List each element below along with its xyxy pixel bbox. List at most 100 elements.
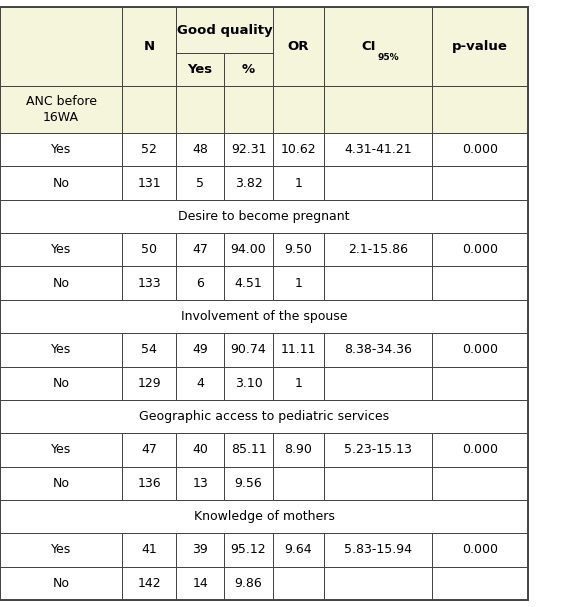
Bar	[324, 166, 432, 200]
Bar	[224, 533, 273, 566]
Bar	[0, 232, 122, 266]
Bar	[122, 133, 176, 166]
Bar	[176, 333, 224, 367]
Text: 1: 1	[294, 377, 302, 390]
Bar	[273, 266, 324, 300]
Bar	[0, 533, 122, 566]
Bar	[324, 266, 432, 300]
Bar	[0, 500, 528, 533]
Bar	[176, 433, 224, 467]
Text: Good quality: Good quality	[177, 24, 272, 36]
Bar	[432, 467, 528, 500]
Text: 6: 6	[197, 277, 204, 290]
Bar	[122, 7, 176, 86]
Bar	[324, 7, 432, 86]
Text: 4.51: 4.51	[235, 277, 262, 290]
Bar	[324, 367, 432, 400]
Bar	[273, 166, 324, 200]
Bar	[0, 467, 122, 500]
Text: 8.38-34.36: 8.38-34.36	[344, 343, 412, 356]
Bar	[273, 86, 324, 133]
Bar	[176, 433, 224, 467]
Bar	[273, 566, 324, 600]
Bar	[324, 333, 432, 367]
Bar	[273, 333, 324, 367]
Bar	[122, 166, 176, 200]
Bar	[0, 433, 122, 467]
Bar	[224, 467, 273, 500]
Text: 1: 1	[294, 177, 302, 190]
Bar	[176, 266, 224, 300]
Text: 9.86: 9.86	[235, 577, 262, 590]
Bar	[324, 467, 432, 500]
Bar	[273, 433, 324, 467]
Text: 90.74: 90.74	[231, 343, 266, 356]
Text: %: %	[242, 63, 255, 76]
Text: 47: 47	[193, 243, 208, 256]
Bar	[324, 533, 432, 566]
Text: 9.56: 9.56	[235, 477, 262, 490]
Bar	[176, 266, 224, 300]
Bar	[324, 232, 432, 266]
Bar	[0, 133, 122, 166]
Bar	[0, 400, 528, 433]
Bar	[273, 266, 324, 300]
Bar	[273, 367, 324, 400]
Bar	[273, 86, 324, 133]
Bar	[432, 333, 528, 367]
Bar	[224, 467, 273, 500]
Bar	[176, 7, 273, 53]
Bar	[273, 433, 324, 467]
Text: 5.83-15.94: 5.83-15.94	[344, 543, 412, 556]
Text: 142: 142	[137, 577, 161, 590]
Bar	[176, 86, 224, 133]
Bar	[432, 166, 528, 200]
Text: Involvement of the spouse: Involvement of the spouse	[181, 310, 348, 323]
Text: CI: CI	[361, 40, 376, 53]
Bar	[122, 533, 176, 566]
Bar	[122, 333, 176, 367]
Bar	[122, 433, 176, 467]
Bar	[273, 133, 324, 166]
Bar	[432, 333, 528, 367]
Bar	[432, 533, 528, 566]
Bar	[432, 566, 528, 600]
Bar	[0, 467, 122, 500]
Text: 0.000: 0.000	[462, 443, 498, 456]
Text: No: No	[53, 177, 69, 190]
Bar	[176, 133, 224, 166]
Bar	[0, 7, 122, 86]
Text: 13: 13	[193, 477, 208, 490]
Bar	[176, 367, 224, 400]
Bar	[176, 566, 224, 600]
Bar	[0, 86, 122, 133]
Bar	[273, 232, 324, 266]
Bar	[324, 533, 432, 566]
Text: 48: 48	[193, 143, 208, 156]
Text: 0.000: 0.000	[462, 543, 498, 556]
Text: 2.1-15.86: 2.1-15.86	[348, 243, 408, 256]
Bar	[176, 133, 224, 166]
Text: 3.10: 3.10	[235, 377, 262, 390]
Bar	[176, 166, 224, 200]
Bar	[224, 367, 273, 400]
Text: Knowledge of mothers: Knowledge of mothers	[194, 510, 335, 523]
Bar	[324, 566, 432, 600]
Bar	[0, 367, 122, 400]
Text: 0.000: 0.000	[462, 343, 498, 356]
Text: 11.11: 11.11	[281, 343, 316, 356]
Bar	[122, 367, 176, 400]
Bar	[0, 7, 122, 86]
Bar	[224, 232, 273, 266]
Text: 54: 54	[141, 343, 157, 356]
Bar	[0, 433, 122, 467]
Bar	[324, 133, 432, 166]
Bar	[176, 86, 224, 133]
Bar	[0, 166, 122, 200]
Text: No: No	[53, 577, 69, 590]
Text: 0.000: 0.000	[462, 143, 498, 156]
Bar	[0, 300, 528, 333]
Bar	[122, 166, 176, 200]
Text: 39: 39	[193, 543, 208, 556]
Bar	[0, 266, 122, 300]
